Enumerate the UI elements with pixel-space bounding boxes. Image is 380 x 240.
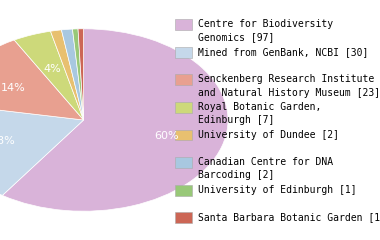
Wedge shape — [2, 29, 228, 211]
Text: Canadian Centre for DNA: Canadian Centre for DNA — [198, 157, 333, 167]
Text: Mined from GenBank, NCBI [30]: Mined from GenBank, NCBI [30] — [198, 47, 368, 57]
Text: Royal Botanic Garden,: Royal Botanic Garden, — [198, 102, 321, 112]
Text: and Natural History Museum [23]: and Natural History Museum [23] — [198, 88, 380, 98]
Bar — [175, 19, 192, 30]
Text: University of Edinburgh [1]: University of Edinburgh [1] — [198, 185, 356, 195]
Bar — [175, 212, 192, 223]
Text: 14%: 14% — [1, 83, 26, 93]
Bar — [175, 130, 192, 140]
Wedge shape — [51, 30, 84, 120]
Text: Edinburgh [7]: Edinburgh [7] — [198, 115, 274, 125]
Wedge shape — [78, 29, 84, 120]
Text: Centre for Biodiversity: Centre for Biodiversity — [198, 19, 333, 29]
Wedge shape — [62, 29, 84, 120]
Bar — [175, 74, 192, 85]
Bar — [175, 185, 192, 196]
Text: Barcoding [2]: Barcoding [2] — [198, 170, 274, 180]
Text: Senckenberg Research Institute: Senckenberg Research Institute — [198, 74, 374, 84]
Bar — [175, 157, 192, 168]
Text: Santa Barbara Botanic Garden [1]: Santa Barbara Botanic Garden [1] — [198, 212, 380, 222]
Bar — [175, 102, 192, 113]
Wedge shape — [73, 29, 84, 120]
Wedge shape — [14, 31, 84, 120]
Text: University of Dundee [2]: University of Dundee [2] — [198, 130, 339, 140]
Wedge shape — [0, 103, 84, 195]
Text: Genomics [97]: Genomics [97] — [198, 32, 274, 42]
Text: 60%: 60% — [154, 131, 179, 141]
Bar — [175, 47, 192, 58]
Text: 18%: 18% — [0, 136, 16, 146]
Wedge shape — [0, 40, 84, 120]
Text: 4%: 4% — [44, 64, 62, 74]
